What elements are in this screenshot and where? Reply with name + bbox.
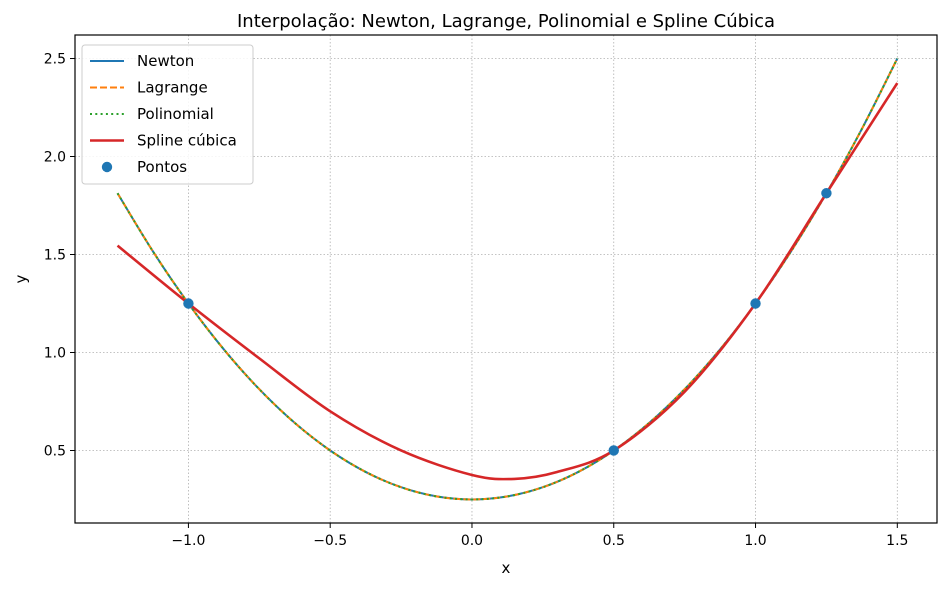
legend-label: Polinomial bbox=[137, 105, 214, 123]
series-line-3 bbox=[116, 82, 899, 481]
data-points bbox=[183, 188, 832, 456]
y-tick-label: 1.0 bbox=[44, 345, 66, 361]
legend-label: Spline cúbica bbox=[137, 132, 237, 150]
y-tick-label: 2.0 bbox=[44, 150, 66, 166]
x-tick-label: 0.5 bbox=[603, 533, 625, 549]
data-point bbox=[750, 298, 761, 309]
y-ticks: 0.5 1.0 1.5 2.0 2.5 bbox=[44, 52, 75, 459]
legend-label: Pontos bbox=[137, 158, 187, 176]
y-axis-label: y bbox=[12, 274, 30, 283]
x-tick-label: 0.0 bbox=[461, 533, 483, 549]
legend-label: Lagrange bbox=[137, 79, 208, 97]
legend-box bbox=[81, 44, 254, 185]
legend-label: Newton bbox=[137, 52, 194, 70]
y-tick-label: 2.5 bbox=[44, 52, 66, 68]
legend: Newton Lagrange Polinomial Spline cúbica Pon… bbox=[81, 44, 254, 185]
x-tick-label: −1.0 bbox=[171, 533, 205, 549]
x-tick-label: 1.0 bbox=[744, 533, 766, 549]
x-tick-label: −0.5 bbox=[313, 533, 347, 549]
x-axis-label: x bbox=[502, 559, 511, 577]
data-point bbox=[608, 445, 619, 456]
y-tick-label: 0.5 bbox=[44, 443, 66, 459]
data-point bbox=[821, 188, 832, 199]
series-layer bbox=[116, 58, 899, 501]
x-tick-label: 1.5 bbox=[886, 533, 908, 549]
chart-title: Interpolação: Newton, Lagrange, Polinomi… bbox=[237, 11, 775, 32]
y-tick-label: 1.5 bbox=[44, 248, 66, 264]
data-point bbox=[183, 298, 194, 309]
plot-frame bbox=[74, 34, 938, 524]
x-ticks: −1.0 −0.5 0.0 0.5 1.0 1.5 bbox=[171, 523, 908, 549]
legend-swatch bbox=[101, 161, 113, 173]
